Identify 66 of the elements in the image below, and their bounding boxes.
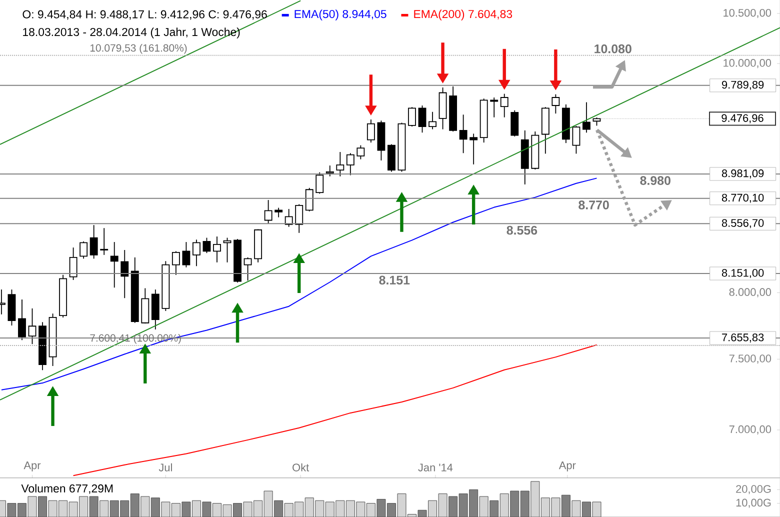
x-tick-label: Okt <box>292 463 310 472</box>
ref-line-label: 8.556,70 <box>722 219 764 228</box>
line-series <box>72 344 598 476</box>
ref-line-label: 8.770,10 <box>722 194 764 203</box>
candlestick <box>336 152 344 177</box>
candlestick <box>552 94 560 114</box>
candlestick <box>80 240 88 260</box>
candlestick <box>172 250 180 276</box>
candlestick <box>470 133 478 165</box>
candlestick <box>428 111 436 130</box>
candlestick <box>120 250 129 299</box>
candlestick <box>295 204 304 234</box>
x-tick-label: Apr <box>558 462 576 472</box>
candlestick <box>305 187 314 212</box>
y-tick-label: 10.000,00 <box>724 59 772 68</box>
candlestick <box>244 256 252 282</box>
candlestick <box>366 119 375 143</box>
candlestick <box>192 239 200 267</box>
annotation: 8.556 <box>506 226 538 235</box>
candlestick <box>182 242 190 268</box>
candlestick <box>316 172 324 194</box>
candlestick <box>346 152 354 176</box>
ref-line-label: 10.079,53 (161.80%) <box>90 44 187 54</box>
candlestick <box>90 224 98 260</box>
ref-line-label: 7.655,83 <box>722 334 764 343</box>
chart-title: Volumen 677,29M <box>21 484 113 494</box>
ref-line-label: 9.789,89 <box>722 80 764 90</box>
candlestick <box>110 242 118 288</box>
candlestick <box>459 114 468 154</box>
candlestick <box>284 208 293 228</box>
candlestick <box>408 106 416 128</box>
candlestick <box>274 207 283 218</box>
ref-line-label: 8.981,09 <box>722 169 764 178</box>
y-tick-label: 10.500,00 <box>724 8 772 18</box>
x-tick-label: Jul <box>158 463 172 472</box>
annotation: 8.151 <box>379 276 410 285</box>
candlestick <box>500 93 508 118</box>
candlestick <box>356 144 365 160</box>
ref-line-label: 8.151,00 <box>722 268 764 278</box>
annotation: 10.080 <box>594 44 632 54</box>
x-tick-label: Apr <box>24 462 41 472</box>
candlestick <box>18 299 26 341</box>
annotation: 9.476,96 <box>722 114 764 124</box>
legend-label: EMA(200) 7.604,83 <box>414 10 512 20</box>
candlestick <box>582 102 590 134</box>
candlestick <box>100 228 108 256</box>
candlestick <box>202 237 211 254</box>
legend-label: EMA(50) 8.944,05 <box>294 10 386 20</box>
annotation: 8.980 <box>640 176 670 185</box>
x-tick-label: Jan '14 <box>418 464 453 472</box>
candlestick <box>213 236 221 263</box>
candlestick <box>326 165 334 177</box>
candlestick <box>572 126 580 154</box>
y-tick-label: 7.000,00 <box>729 425 772 434</box>
candlestick <box>28 308 36 345</box>
annotation: 8.770 <box>578 200 609 210</box>
y-tick-label: 7.500,00 <box>729 354 772 364</box>
text: O: 9.454,84 H: 9.488,17 L: 9.412,96 C: 9.476,96 <box>22 10 267 20</box>
y-tick-label: 20,00G <box>736 485 771 494</box>
candlestick <box>490 97 498 118</box>
y-tick-label: 10,00G <box>736 498 771 508</box>
candlestick <box>418 105 426 134</box>
y-tick-label: 8.000,00 <box>729 288 772 298</box>
candlestick <box>69 247 78 280</box>
candlestick <box>510 110 519 137</box>
candlestick <box>264 200 272 224</box>
